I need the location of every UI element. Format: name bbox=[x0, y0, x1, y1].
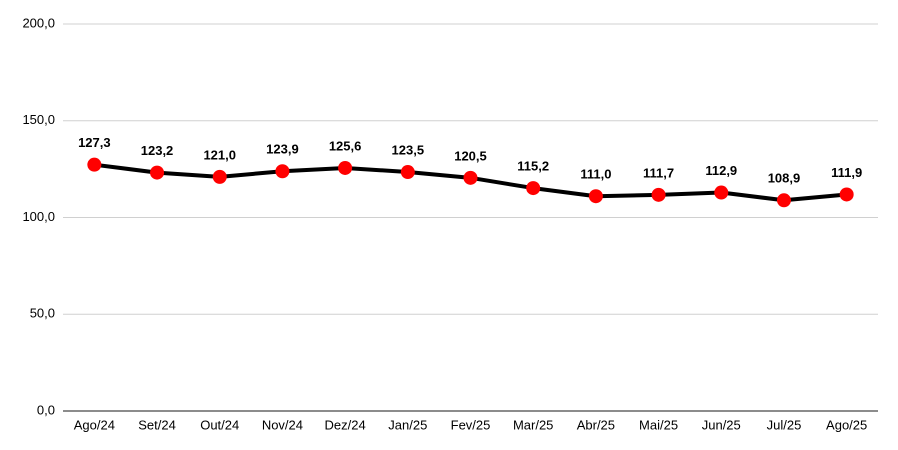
marker bbox=[150, 165, 165, 180]
value-label: 123,5 bbox=[392, 142, 425, 157]
marker bbox=[463, 170, 478, 185]
value-label: 120,5 bbox=[454, 148, 487, 163]
y-tick-label: 0,0 bbox=[37, 402, 55, 417]
value-label: 115,2 bbox=[517, 159, 549, 174]
y-tick-label: 100,0 bbox=[22, 209, 55, 224]
marker bbox=[776, 193, 791, 208]
marker bbox=[212, 169, 227, 184]
x-tick-label: Ago/24 bbox=[74, 417, 115, 432]
y-tick-label: 200,0 bbox=[22, 15, 55, 30]
marker bbox=[839, 187, 854, 202]
value-label: 123,9 bbox=[266, 142, 299, 157]
value-label: 111,7 bbox=[643, 165, 674, 180]
value-label: 112,9 bbox=[705, 163, 737, 178]
value-label: 127,3 bbox=[78, 135, 111, 150]
value-label: 123,2 bbox=[141, 143, 174, 158]
x-tick-label: Set/24 bbox=[138, 417, 176, 432]
y-tick-label: 150,0 bbox=[22, 112, 55, 127]
x-tick-label: Jan/25 bbox=[388, 417, 427, 432]
x-tick-label: Ago/25 bbox=[826, 417, 867, 432]
marker bbox=[526, 181, 541, 196]
x-tick-label: Fev/25 bbox=[451, 417, 491, 432]
value-label: 121,0 bbox=[203, 147, 236, 162]
y-tick-label: 50,0 bbox=[30, 306, 55, 321]
marker bbox=[651, 187, 666, 202]
marker bbox=[588, 189, 603, 204]
value-label: 111,9 bbox=[831, 165, 862, 180]
marker bbox=[714, 185, 729, 200]
x-tick-label: Jul/25 bbox=[767, 417, 802, 432]
x-tick-label: Dez/24 bbox=[325, 417, 366, 432]
value-label: 111,0 bbox=[580, 167, 611, 182]
marker bbox=[400, 165, 415, 180]
marker bbox=[87, 157, 102, 172]
value-label: 108,9 bbox=[768, 171, 801, 186]
x-tick-label: Nov/24 bbox=[262, 417, 303, 432]
x-tick-label: Out/24 bbox=[200, 417, 239, 432]
marker bbox=[338, 160, 353, 175]
x-tick-label: Jun/25 bbox=[702, 417, 741, 432]
x-tick-label: Mar/25 bbox=[513, 417, 553, 432]
marker bbox=[275, 164, 290, 179]
value-label: 125,6 bbox=[329, 138, 362, 153]
x-tick-label: Abr/25 bbox=[577, 417, 615, 432]
x-tick-label: Mai/25 bbox=[639, 417, 678, 432]
